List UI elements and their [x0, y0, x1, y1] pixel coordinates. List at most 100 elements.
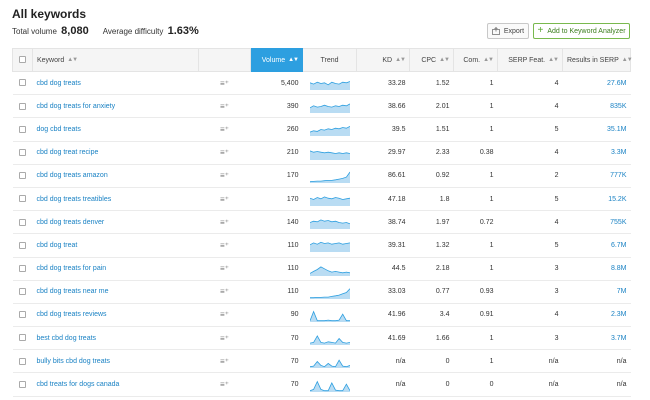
keyword-link[interactable]: cbd dog treat recipe [36, 149, 99, 157]
keyword-link[interactable]: cbd dog treats amazon [36, 172, 108, 180]
row-checkbox[interactable] [19, 79, 26, 87]
com-cell: 1 [453, 326, 498, 351]
results-link[interactable]: 35.1M [607, 125, 627, 133]
column-header-kd[interactable]: KD ▲▼ [356, 48, 410, 72]
row-checkbox[interactable] [19, 380, 26, 388]
cpc-cell: 1.8 [409, 187, 454, 212]
row-checkbox[interactable] [19, 125, 26, 133]
row-checkbox-cell[interactable] [12, 257, 33, 281]
table-row: cbd dog treats for anxiety ≡⁺ 390 38.66 2.01… [12, 94, 631, 119]
keyword-link[interactable]: cbd treats for dogs canada [36, 381, 120, 389]
row-checkbox-cell[interactable] [12, 233, 33, 258]
results-link[interactable]: 2.3M [610, 311, 627, 319]
keyword-link[interactable]: cbd dog treats for anxiety [36, 102, 116, 110]
column-header-keyword[interactable]: Keyword ▲▼ [32, 48, 199, 72]
volume-cell: 70 [250, 349, 303, 374]
add-to-list-icon[interactable]: ≡⁺ [220, 217, 229, 227]
trend-cell [302, 71, 357, 96]
com-cell: 1 [453, 164, 498, 188]
row-checkbox-cell[interactable] [12, 117, 33, 142]
add-to-list-icon[interactable]: ≡⁺ [220, 171, 229, 181]
row-checkbox-cell[interactable] [12, 71, 33, 96]
kd-cell: 33.28 [356, 71, 410, 96]
keyword-link[interactable]: dog cbd treats [36, 125, 81, 133]
keyword-link[interactable]: cbd dog treats denver [36, 218, 105, 226]
trend-cell [302, 210, 357, 235]
row-checkbox[interactable] [19, 172, 26, 180]
add-to-list-icon[interactable]: ≡⁺ [220, 240, 229, 250]
results-link[interactable]: 8.8M [610, 265, 627, 273]
add-to-list-icon[interactable]: ≡⁺ [220, 194, 229, 204]
keyword-link[interactable]: cbd dog treats for pain [36, 265, 107, 273]
column-header-results-in-serp[interactable]: Results in SERP ▲▼ [562, 48, 633, 72]
add-to-list-icon[interactable]: ≡⁺ [220, 333, 229, 343]
row-checkbox[interactable] [19, 148, 26, 156]
row-checkbox[interactable] [19, 218, 26, 226]
row-checkbox[interactable] [19, 195, 26, 203]
row-checkbox-cell[interactable] [12, 372, 33, 397]
keyword-link[interactable]: cbd dog treats near me [36, 288, 109, 296]
com-cell: 0.91 [453, 303, 498, 328]
add-to-list-icon[interactable]: ≡⁺ [220, 287, 229, 297]
export-label: Export [503, 27, 525, 35]
results-link[interactable]: 777K [610, 172, 627, 180]
add-to-list-icon[interactable]: ≡⁺ [220, 310, 229, 320]
kd-cell: 29.97 [356, 141, 410, 165]
add-to-list-icon[interactable]: ≡⁺ [220, 380, 229, 390]
results-link[interactable]: 7M [616, 288, 627, 296]
cpc-cell: 2.18 [409, 257, 454, 281]
row-checkbox-cell[interactable] [12, 303, 33, 328]
trend-cell [302, 117, 357, 142]
row-checkbox[interactable] [19, 311, 26, 319]
results-link[interactable]: 3.7M [610, 334, 627, 342]
row-checkbox-cell[interactable] [12, 210, 33, 235]
results-link[interactable]: 15.2K [608, 195, 627, 203]
serp-feat-cell: 4 [497, 94, 563, 119]
select-all-checkbox-cell[interactable] [12, 48, 33, 72]
kd-cell: 38.74 [356, 210, 410, 235]
export-button[interactable]: Export [487, 23, 529, 39]
results-link[interactable]: 755K [610, 218, 627, 226]
kd-cell: 38.66 [356, 94, 410, 119]
row-checkbox[interactable] [19, 102, 26, 110]
row-checkbox-cell[interactable] [12, 94, 33, 119]
row-checkbox-cell[interactable] [12, 326, 33, 351]
row-checkbox[interactable] [19, 288, 26, 296]
add-to-list-icon[interactable]: ≡⁺ [220, 356, 229, 366]
row-checkbox[interactable] [19, 241, 26, 249]
trend-sparkline [309, 103, 350, 114]
keyword-link[interactable]: cbd dog treats treatibles [36, 195, 112, 203]
row-checkbox[interactable] [19, 334, 26, 342]
results-link[interactable]: 27.6M [607, 79, 627, 87]
add-to-keyword-analyzer-button[interactable]: + Add to Keyword Analyzer [533, 23, 630, 39]
row-checkbox-cell[interactable] [12, 164, 33, 188]
keyword-link[interactable]: bully bits cbd dog treats [36, 357, 111, 365]
add-to-list-icon[interactable]: ≡⁺ [220, 148, 229, 158]
row-checkbox-cell[interactable] [12, 349, 33, 374]
row-checkbox[interactable] [19, 357, 26, 365]
column-header-volume[interactable]: Volume ▲▼ [250, 48, 303, 72]
results-link[interactable]: 6.7M [610, 241, 627, 249]
row-checkbox[interactable] [19, 264, 26, 272]
results-link[interactable]: 3.3M [610, 149, 627, 157]
column-header-cpc[interactable]: CPC ▲▼ [409, 48, 454, 72]
keyword-link[interactable]: best cbd dog treats [36, 334, 97, 342]
keyword-link[interactable]: cbd dog treats [36, 79, 81, 87]
column-header-serp-feat[interactable]: SERP Feat. ▲▼ [497, 48, 563, 72]
trend-cell [302, 372, 357, 397]
row-checkbox-cell[interactable] [12, 141, 33, 165]
add-to-list-icon[interactable]: ≡⁺ [220, 264, 229, 274]
row-checkbox-cell[interactable] [12, 280, 33, 304]
total-volume-value: 8,080 [61, 25, 89, 37]
summary-bar: Total volume 8,080 Average difficulty 1.… [12, 25, 199, 37]
sort-icon: ▲▼ [548, 56, 559, 63]
column-header-com[interactable]: Com. ▲▼ [453, 48, 498, 72]
keyword-link[interactable]: cbd dog treat [36, 241, 78, 249]
results-link[interactable]: 835K [610, 102, 627, 110]
add-to-list-icon[interactable]: ≡⁺ [220, 124, 229, 134]
add-to-list-icon[interactable]: ≡⁺ [220, 78, 229, 88]
keyword-link[interactable]: cbd dog treats reviews [36, 311, 107, 319]
add-to-list-icon[interactable]: ≡⁺ [220, 101, 229, 111]
select-all-checkbox[interactable] [19, 56, 26, 64]
row-checkbox-cell[interactable] [12, 187, 33, 212]
